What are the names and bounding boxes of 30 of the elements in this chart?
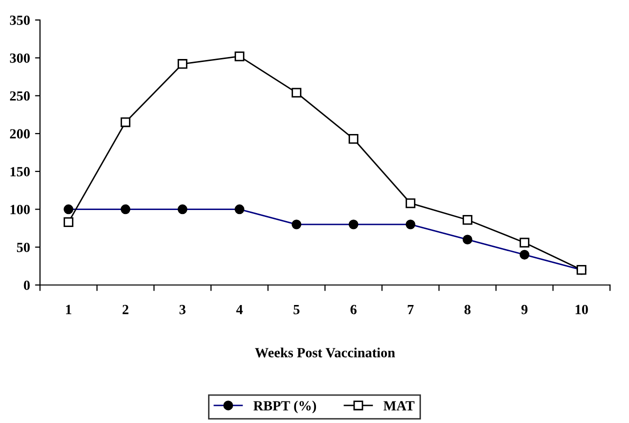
y-tick-label: 100 [10,204,30,214]
x-tick-label: 5 [294,304,300,314]
x-tick-label: 6 [350,304,357,314]
x-tick-label: 3 [180,304,186,314]
point [462,215,472,225]
x-tick-label: 8 [464,304,471,314]
point [234,51,244,62]
x-tick-label: 1 [66,304,72,314]
y-tick-label: 350 [10,16,30,25]
x-tick-label: 9 [521,304,528,314]
point [406,198,416,208]
point [520,238,530,248]
y-tick-label: 150 [10,167,30,176]
x-tick-label: 7 [408,304,414,314]
legend-label: MAT [384,401,414,410]
point [178,59,188,69]
point [292,88,302,98]
x-tick-label: 2 [122,304,128,314]
y-tick-label: 50 [16,242,30,252]
x-axis-title: Weeks Post Vaccination [254,348,396,358]
point [64,217,74,228]
x-tick-label: 4 [236,304,243,314]
point [348,134,358,144]
y-tick-label: 0 [24,280,30,290]
y-tick-label: 200 [10,129,30,139]
point [120,117,130,128]
x-tick-label: 10 [576,304,588,314]
y-tick-label: 250 [10,91,30,101]
y-tick-label: 300 [10,53,30,63]
legend-label: RBPT (%) [253,400,316,414]
